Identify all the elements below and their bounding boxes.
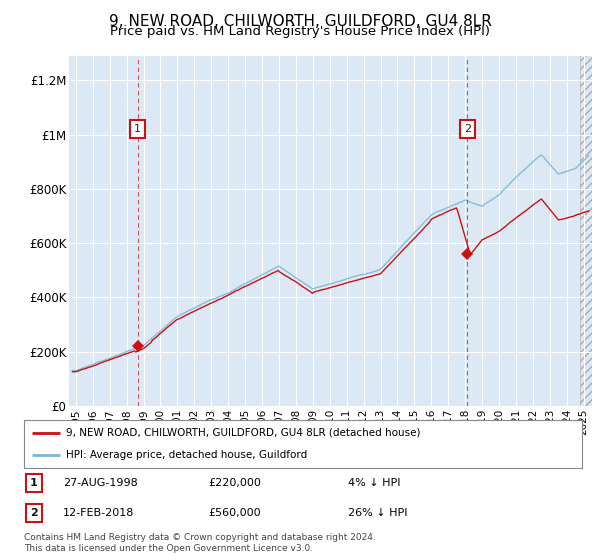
Text: 9, NEW ROAD, CHILWORTH, GUILDFORD, GU4 8LR: 9, NEW ROAD, CHILWORTH, GUILDFORD, GU4 8… [109, 14, 491, 29]
Text: Price paid vs. HM Land Registry's House Price Index (HPI): Price paid vs. HM Land Registry's House … [110, 25, 490, 38]
Text: 1: 1 [30, 478, 38, 488]
Text: 27-AUG-1998: 27-AUG-1998 [63, 478, 138, 488]
Text: 2: 2 [464, 124, 471, 134]
Text: 12-FEB-2018: 12-FEB-2018 [63, 508, 134, 518]
Text: 9, NEW ROAD, CHILWORTH, GUILDFORD, GU4 8LR (detached house): 9, NEW ROAD, CHILWORTH, GUILDFORD, GU4 8… [66, 428, 421, 438]
Text: £220,000: £220,000 [208, 478, 261, 488]
Text: Contains HM Land Registry data © Crown copyright and database right 2024.
This d: Contains HM Land Registry data © Crown c… [24, 533, 376, 553]
Text: 1: 1 [134, 124, 141, 134]
Text: 4% ↓ HPI: 4% ↓ HPI [347, 478, 400, 488]
Text: 2: 2 [30, 508, 38, 518]
Text: 26% ↓ HPI: 26% ↓ HPI [347, 508, 407, 518]
Text: £560,000: £560,000 [208, 508, 261, 518]
Text: HPI: Average price, detached house, Guildford: HPI: Average price, detached house, Guil… [66, 450, 307, 460]
